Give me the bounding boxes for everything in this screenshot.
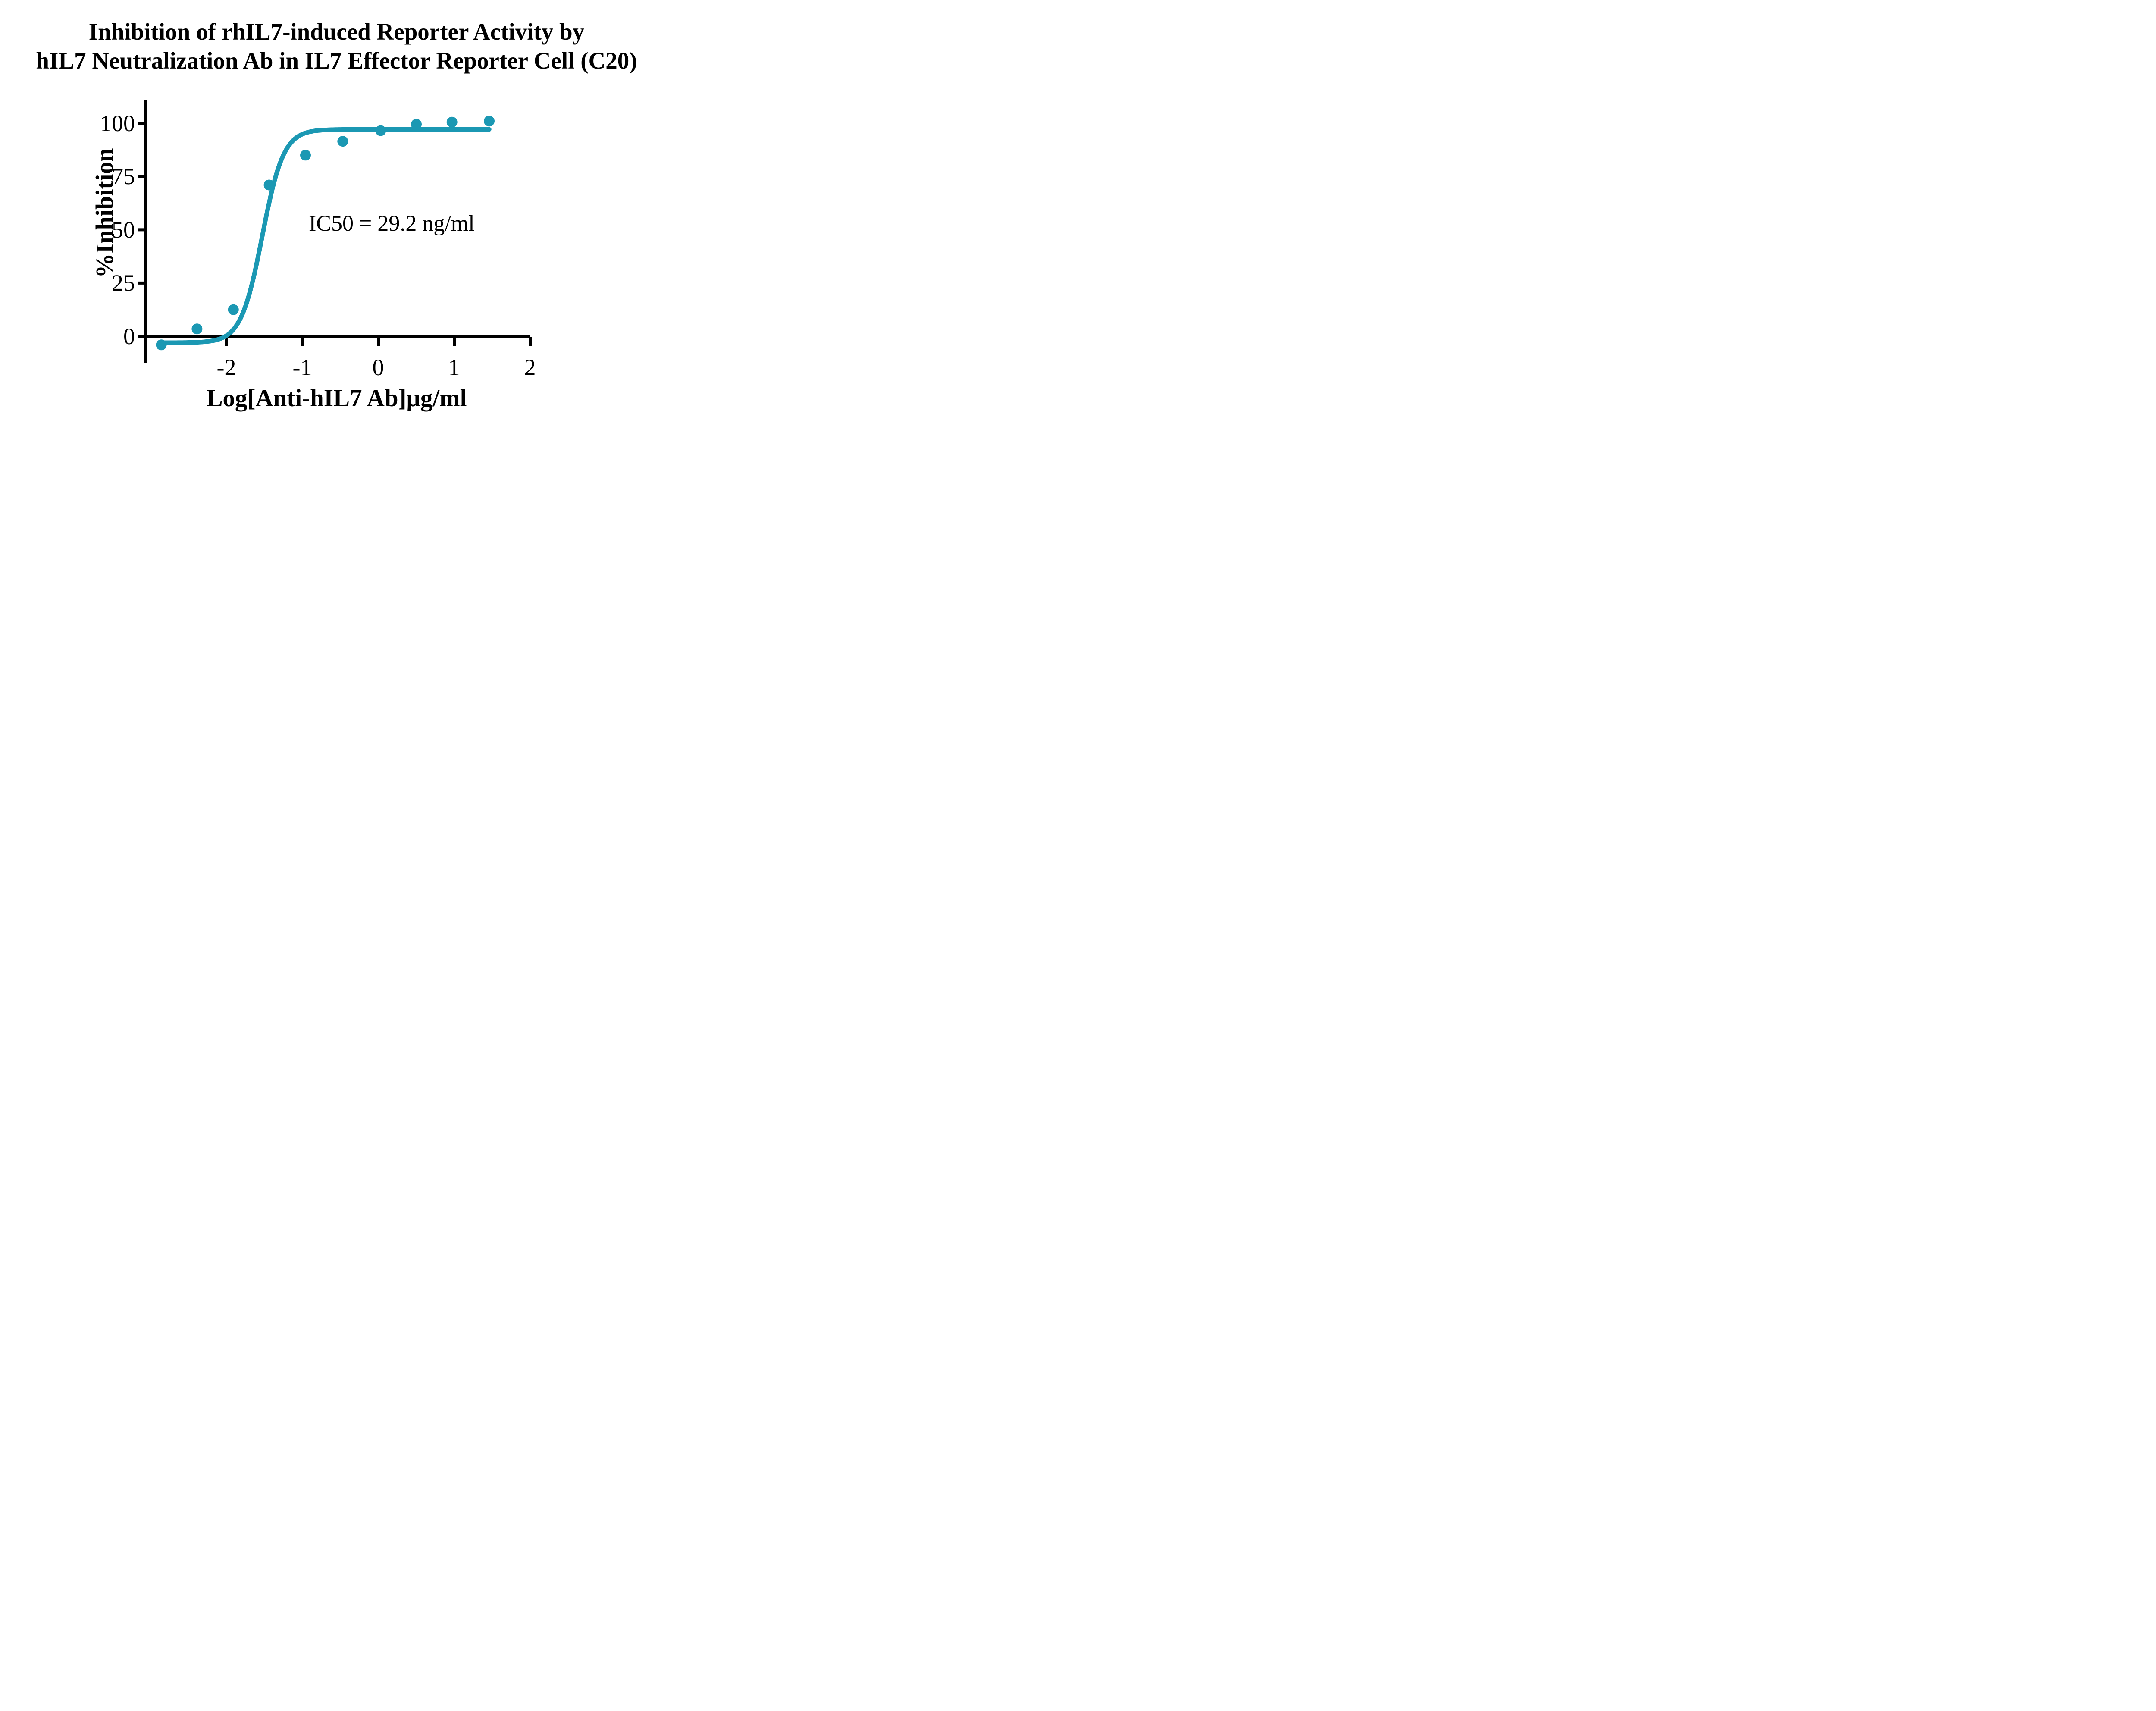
x-tick-label-2: 2 [524, 354, 536, 380]
data-point [300, 150, 311, 161]
data-point [411, 119, 422, 130]
ic50-annotation: IC50 = 29.2 ng/ml [309, 211, 475, 236]
x-tick-label-neg1: -1 [292, 354, 312, 380]
y-tick-label-0: 0 [123, 323, 135, 349]
x-tick-label-neg2: -2 [216, 354, 236, 380]
figure: Inhibition of rhIL7-induced Reporter Act… [0, 0, 673, 428]
chart-title: Inhibition of rhIL7-induced Reporter Act… [0, 17, 673, 75]
x-tick-label-0: 0 [372, 354, 384, 380]
chart-title-line1: Inhibition of rhIL7-induced Reporter Act… [88, 19, 585, 45]
y-tick-label-25: 25 [112, 270, 135, 296]
data-point [191, 323, 203, 335]
plot-area [138, 100, 532, 363]
data-point [446, 116, 458, 128]
fit-curve [157, 127, 492, 345]
data-point [156, 339, 167, 351]
data-point [375, 125, 386, 136]
data-point-group [156, 116, 495, 351]
y-tick-marks [138, 122, 146, 338]
chart-title-line2: hIL7 Neutralization Ab in IL7 Effector R… [36, 47, 637, 74]
y-tick-label-100: 100 [100, 110, 135, 136]
data-point [337, 136, 348, 147]
x-tick-marks [225, 337, 532, 346]
y-tick-label-50: 50 [112, 217, 135, 243]
data-point [484, 116, 495, 127]
x-axis-title: Log[Anti-hIL7 Ab]μg/ml [206, 385, 467, 412]
x-tick-label-1: 1 [448, 354, 460, 380]
data-point [228, 304, 239, 315]
data-point [263, 179, 275, 191]
y-tick-label-75: 75 [112, 163, 135, 189]
